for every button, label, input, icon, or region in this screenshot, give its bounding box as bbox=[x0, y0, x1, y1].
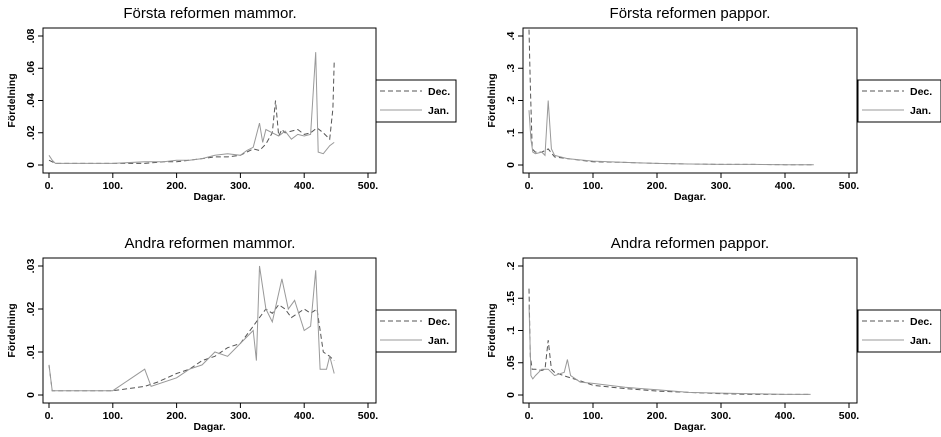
panel-forsta-pappor: Första reformen pappor. 0. 100. 200. 300. 400… bbox=[486, 5, 941, 203]
x-tick-label: 0. bbox=[525, 180, 534, 192]
plot-frame bbox=[522, 257, 858, 404]
x-tick-label: 100. bbox=[103, 180, 124, 192]
x-tick-label: 300. bbox=[711, 180, 732, 192]
y-axis-label: Fördelning bbox=[486, 73, 498, 127]
x-tick-label: 200. bbox=[166, 180, 187, 192]
x-tick-label: 0. bbox=[525, 410, 534, 422]
series-line-dec bbox=[528, 288, 811, 395]
legend-label-dec: Dec. bbox=[910, 316, 932, 328]
legend-label-dec: Dec. bbox=[428, 86, 450, 98]
series-line-jan bbox=[48, 52, 335, 164]
y-tick-label: .3 bbox=[505, 64, 517, 73]
y-tick-label: .2 bbox=[505, 96, 517, 105]
series-line-dec bbox=[528, 29, 814, 166]
y-tick-label: 0 bbox=[25, 162, 37, 168]
plot-frame bbox=[42, 27, 377, 174]
y-tick-label: .06 bbox=[25, 61, 37, 76]
chart-title: Första reformen pappor. bbox=[610, 5, 771, 22]
y-axis-label: Fördelning bbox=[486, 303, 498, 357]
y-tick-label: .4 bbox=[505, 31, 517, 40]
series-line-jan bbox=[528, 304, 811, 395]
x-tick-label: 0. bbox=[45, 180, 54, 192]
x-tick-label: 500. bbox=[358, 410, 379, 422]
y-tick-label: 0 bbox=[25, 392, 37, 398]
y-tick-label: .08 bbox=[25, 29, 37, 44]
y-tick-label: .01 bbox=[25, 345, 37, 360]
legend-label-jan: Jan. bbox=[428, 335, 449, 347]
y-tick-label: .2 bbox=[505, 261, 517, 270]
y-tick-label: .04 bbox=[25, 93, 37, 108]
legend-box bbox=[375, 309, 457, 353]
x-tick-label: 400. bbox=[775, 180, 796, 192]
x-tick-label: 300. bbox=[711, 410, 732, 422]
series-line-jan bbox=[528, 100, 814, 166]
x-axis-label: Dagar. bbox=[674, 421, 706, 433]
x-axis-label: Dagar. bbox=[193, 191, 225, 203]
y-axis-label: Fördelning bbox=[6, 73, 18, 127]
x-tick-label: 500. bbox=[358, 180, 379, 192]
x-tick-label: 400. bbox=[294, 410, 315, 422]
legend: Dec. Jan. bbox=[375, 309, 457, 353]
legend-box bbox=[857, 79, 941, 123]
chart-title: Andra reformen pappor. bbox=[611, 235, 769, 252]
x-tick-label: 100. bbox=[103, 410, 124, 422]
y-tick-label: .1 bbox=[505, 326, 517, 335]
y-tick-label: 0 bbox=[505, 162, 517, 168]
series-line-dec bbox=[48, 304, 335, 392]
legend: Dec. Jan. bbox=[857, 79, 941, 123]
legend-label-dec: Dec. bbox=[428, 316, 450, 328]
plot-frame bbox=[42, 257, 377, 404]
x-axis-label: Dagar. bbox=[674, 191, 706, 203]
y-tick-label: .02 bbox=[25, 302, 37, 317]
legend-label-jan: Jan. bbox=[910, 335, 931, 347]
legend-label-jan: Jan. bbox=[910, 105, 931, 117]
series-line-dec bbox=[48, 61, 335, 164]
y-tick-label: .02 bbox=[25, 125, 37, 140]
x-tick-label: 500. bbox=[839, 410, 860, 422]
y-tick-label: 0 bbox=[505, 392, 517, 398]
panel-andra-mammor: Andra reformen mammor. 0. 100. 200. 300. 400.… bbox=[6, 235, 457, 433]
panel-forsta-mammor: Första reformen mammor. 0. 100. 200. 300. 400… bbox=[6, 5, 457, 203]
legend-label-jan: Jan. bbox=[428, 105, 449, 117]
y-tick-label: .03 bbox=[25, 259, 37, 274]
plot-frame bbox=[522, 27, 858, 174]
x-tick-label: 100. bbox=[583, 410, 604, 422]
chart-title: Första reformen mammor. bbox=[123, 5, 296, 22]
x-tick-label: 400. bbox=[775, 410, 796, 422]
y-axis-label: Fördelning bbox=[6, 303, 18, 357]
legend-box bbox=[375, 79, 457, 123]
series-line-jan bbox=[48, 265, 335, 392]
y-tick-label: .1 bbox=[505, 128, 517, 137]
panel-andra-pappor: Andra reformen pappor. 0. 100. 200. 300. 400.… bbox=[486, 235, 941, 433]
x-tick-label: 400. bbox=[294, 180, 315, 192]
x-tick-label: 200. bbox=[647, 180, 668, 192]
x-tick-label: 0. bbox=[45, 410, 54, 422]
x-axis-label: Dagar. bbox=[193, 421, 225, 433]
legend: Dec. Jan. bbox=[375, 79, 457, 123]
x-tick-label: 300. bbox=[230, 410, 251, 422]
x-tick-label: 300. bbox=[230, 180, 251, 192]
legend-label-dec: Dec. bbox=[910, 86, 932, 98]
legend: Dec. Jan. bbox=[857, 309, 941, 353]
chart-title: Andra reformen mammor. bbox=[125, 235, 296, 252]
x-tick-label: 200. bbox=[647, 410, 668, 422]
y-tick-label: .05 bbox=[505, 355, 517, 370]
x-tick-label: 500. bbox=[839, 180, 860, 192]
y-tick-label: .15 bbox=[505, 291, 517, 306]
legend-box bbox=[857, 309, 941, 353]
x-tick-label: 200. bbox=[166, 410, 187, 422]
x-tick-label: 100. bbox=[583, 180, 604, 192]
